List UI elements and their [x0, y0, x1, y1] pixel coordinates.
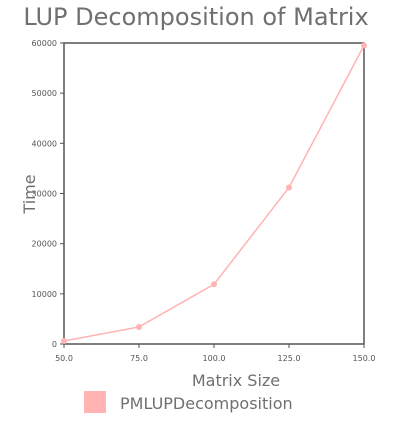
data-point	[286, 184, 292, 191]
plot-border	[63, 42, 365, 345]
x-tick-label: 75.0	[130, 354, 148, 363]
y-tick-label: 0	[52, 340, 57, 349]
y-tick-label: 60000	[32, 39, 57, 48]
y-tick-label: 30000	[32, 190, 57, 199]
data-point	[211, 281, 217, 288]
legend-label: PMLUPDecomposition	[120, 394, 293, 413]
y-tick-label: 40000	[32, 139, 57, 148]
plot-frame	[63, 42, 365, 345]
x-tick-label: 125.0	[278, 354, 301, 363]
y-tick-label: 50000	[32, 89, 57, 98]
data-point	[361, 42, 367, 49]
y-tick-label: 10000	[32, 290, 57, 299]
series-line	[63, 45, 365, 342]
x-tick-label: 150.0	[353, 354, 376, 363]
x-axis: 50.0 75.0 100.0 125.0 150.0	[55, 344, 375, 363]
series-layer	[61, 42, 367, 344]
data-point	[136, 323, 142, 330]
chart-title: LUP Decomposition of Matrix	[23, 3, 368, 31]
data-point	[61, 337, 67, 344]
legend-swatch	[84, 391, 106, 413]
y-axis-label: Time	[20, 174, 39, 214]
x-axis-label: Matrix Size	[192, 371, 280, 390]
y-tick-label: 20000	[32, 240, 57, 249]
legend: PMLUPDecomposition	[84, 391, 293, 413]
x-tick-label: 50.0	[55, 354, 73, 363]
y-axis: 0 10000 20000 30000 40000 50000 60000	[32, 39, 64, 349]
x-tick-label: 100.0	[203, 354, 226, 363]
